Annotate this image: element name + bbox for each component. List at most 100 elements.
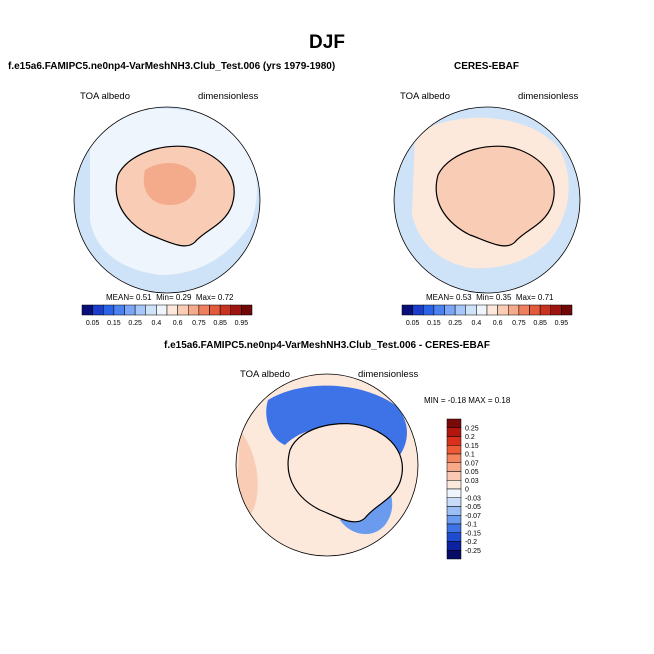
colorbar-swatch [81, 304, 93, 316]
colorbar-swatch [188, 304, 200, 316]
colorbar-tick-label: 0.75 [512, 320, 526, 327]
panel1-map-border [73, 106, 261, 294]
colorbar-swatch [145, 304, 157, 316]
colorbar-tick-label: 0.05 [86, 320, 100, 327]
colorbar-swatch [446, 506, 462, 516]
colorbar-tick-label: 0.95 [555, 320, 569, 327]
panel1-title: f.e15a6.FAMIPC5.ne0np4-VarMeshNH3.Club_T… [8, 61, 336, 72]
panel1-units-label: dimensionless [198, 91, 259, 102]
colorbar-swatch [518, 304, 530, 316]
colorbar-swatch [230, 304, 242, 316]
colorbar-swatch [446, 488, 462, 498]
colorbar-tick-label: 0.95 [235, 320, 249, 327]
colorbar-swatch [446, 436, 462, 446]
panel2-coastline [435, 145, 555, 247]
colorbar-tick-label: 0.4 [152, 320, 162, 327]
colorbar-swatch [166, 304, 178, 316]
colorbar-tick-label: 0.1 [465, 452, 475, 459]
colorbar-tick-label: 0.6 [173, 320, 183, 327]
colorbar-swatch [446, 532, 462, 542]
colorbar-tick-label: -0.1 [465, 522, 477, 529]
colorbar-swatch [539, 304, 551, 316]
colorbar-swatch [550, 304, 562, 316]
colorbar-swatch [134, 304, 146, 316]
colorbar-swatch [486, 304, 498, 316]
panel1-map [74, 107, 260, 293]
colorbar-tick-label: 0.25 [448, 320, 462, 327]
colorbar-tick-label: 0.25 [128, 320, 142, 327]
colorbar-swatch [476, 304, 488, 316]
colorbar-tick-label: 0.75 [192, 320, 206, 327]
colorbar-swatch [497, 304, 509, 316]
colorbar-swatch [412, 304, 424, 316]
colorbar-tick-label: 0.25 [465, 425, 479, 432]
colorbar-swatch [561, 304, 573, 316]
colorbar-swatch [198, 304, 210, 316]
colorbar-swatch [156, 304, 168, 316]
colorbar-swatch [508, 304, 520, 316]
colorbar-swatch [446, 550, 462, 560]
colorbar-swatch [446, 523, 462, 533]
colorbar-swatch [446, 418, 462, 428]
colorbar-tick-label: 0.2 [465, 434, 475, 441]
colorbar-tick-label: -0.25 [465, 548, 481, 555]
colorbar-swatch [446, 480, 462, 490]
colorbar-swatch [446, 471, 462, 481]
diff-field-label: TOA albedo [240, 369, 291, 380]
panel1-plateau-fill [143, 163, 197, 205]
colorbar-swatch [124, 304, 136, 316]
colorbar-tick-label: 0.85 [533, 320, 547, 327]
colorbar-swatch [113, 304, 125, 316]
colorbar-tick-label: 0.07 [465, 460, 479, 467]
colorbar-swatch [209, 304, 221, 316]
diff-stats: MIN = -0.18 MAX = 0.18 [424, 396, 511, 405]
panel1-field-label: TOA albedo [80, 91, 131, 102]
colorbar-tick-label: 0.15 [465, 443, 479, 450]
panel2-units-label: dimensionless [518, 91, 579, 102]
colorbar-tick-label: 0.05 [465, 469, 479, 476]
colorbar-swatch [446, 453, 462, 463]
colorbar-tick-label: 0.03 [465, 478, 479, 485]
colorbar-tick-label: 0.85 [213, 320, 227, 327]
colorbar-tick-label: 0.4 [472, 320, 482, 327]
diff-negative-band [266, 385, 407, 455]
panel2-map-border [393, 106, 581, 294]
colorbar-swatch [103, 304, 115, 316]
colorbar-swatch [446, 445, 462, 455]
colorbar-swatch [454, 304, 466, 316]
colorbar-tick-label: 0.05 [406, 320, 420, 327]
panel2-field-label: TOA albedo [400, 91, 451, 102]
diff-coastline [287, 423, 403, 523]
colorbar-tick-label: 0.6 [493, 320, 503, 327]
colorbar-tick-label: -0.03 [465, 495, 481, 502]
colorbar-tick-label: 0 [465, 487, 469, 494]
colorbar-swatch [446, 541, 462, 551]
colorbar-tick-label: -0.05 [465, 504, 481, 511]
panel2-antarctica-fill [436, 146, 555, 246]
diff-colorbar: 0.25 0.2 0.15 0.10.07 0.05 0.03 0-0.03 -0.05 -0.… [446, 418, 481, 560]
colorbar-tick-label: -0.07 [465, 513, 481, 520]
figure-title: DJF [309, 32, 345, 53]
colorbar-swatch [241, 304, 253, 316]
panel1-coastline [115, 145, 235, 247]
colorbar-tick-label: -0.15 [465, 530, 481, 537]
diff-panel-title: f.e15a6.FAMIPC5.ne0np4-VarMeshNH3.Club_T… [163, 340, 491, 351]
panel2-title: CERES-EBAF [454, 61, 520, 72]
panel2-stats: MEAN= 0.53 Min= 0.35 Max= 0.71 [426, 293, 554, 302]
panel2-colorbar: 0.05 0.15 0.25 0.4 0.6 0.75 0.85 0.95 [401, 304, 573, 327]
panel1-stats: MEAN= 0.51 Min= 0.29 Max= 0.72 [106, 293, 234, 302]
panel2-map [394, 107, 580, 293]
colorbar-swatch [444, 304, 456, 316]
colorbar-tick-label: 0.15 [427, 320, 441, 327]
diff-units-label: dimensionless [358, 369, 419, 380]
colorbar-swatch [423, 304, 435, 316]
colorbar-swatch [446, 427, 462, 437]
colorbar-tick-label: 0.15 [107, 320, 121, 327]
colorbar-swatch [446, 497, 462, 507]
colorbar-swatch [401, 304, 413, 316]
colorbar-swatch [465, 304, 477, 316]
colorbar-swatch [433, 304, 445, 316]
colorbar-swatch [446, 462, 462, 472]
diff-map [236, 374, 418, 556]
